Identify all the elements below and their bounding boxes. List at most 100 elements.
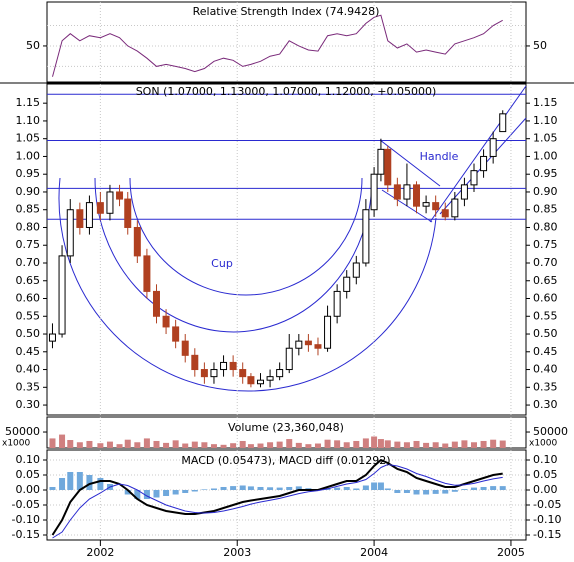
- line: [52, 14, 503, 77]
- macd-diff-bar: [384, 488, 391, 490]
- candle-body: [370, 173, 378, 211]
- volume-bar: [86, 440, 93, 448]
- volume-bar: [343, 442, 350, 448]
- volume-bar: [153, 440, 160, 448]
- volume-bar: [286, 439, 293, 448]
- y-tick-label: 0.90: [16, 185, 41, 198]
- macd-diff-bar: [334, 487, 341, 490]
- macd-diff-bar: [59, 477, 66, 490]
- candle-body: [181, 340, 189, 356]
- volume-bar: [314, 443, 321, 448]
- volume-bar: [201, 442, 208, 448]
- volume-unit: x1000: [529, 439, 558, 449]
- cup-arc: [58, 177, 437, 392]
- volume-bar: [324, 439, 331, 448]
- macd-diff-bar: [442, 489, 449, 494]
- candle-body: [276, 369, 284, 378]
- candle-body: [172, 326, 180, 342]
- marks: [43, 2, 530, 540]
- macd-diff-bar: [490, 486, 497, 490]
- candle-body: [295, 340, 303, 349]
- candle-body: [247, 376, 255, 385]
- macd-diff-bar: [143, 489, 150, 499]
- candle-body: [152, 290, 160, 317]
- y-tick-label: 0.80: [533, 220, 558, 233]
- cup-arc: [129, 177, 363, 296]
- y-tick-label: 0.95: [533, 167, 558, 180]
- volume-bar: [295, 442, 302, 448]
- volume-bar: [124, 439, 131, 448]
- candle-body: [451, 198, 459, 218]
- macd-diff-bar: [124, 489, 131, 495]
- rsi-panel: [46, 1, 527, 83]
- volume-bar: [371, 436, 378, 448]
- volume-bar: [116, 444, 123, 448]
- candle-body: [403, 184, 411, 200]
- candle-body: [220, 361, 228, 371]
- y-tick-label: 0.90: [533, 185, 558, 198]
- y-tick-label: -0.05: [533, 498, 561, 511]
- y-tick-label: -0.15: [12, 528, 40, 541]
- candle-body: [480, 155, 488, 172]
- macd-diff-bar: [230, 486, 237, 490]
- candle-body: [422, 202, 430, 207]
- candle-body: [352, 262, 360, 278]
- candle-body: [384, 148, 392, 186]
- volume-bar: [499, 440, 506, 448]
- macd-diff-bar: [343, 486, 350, 490]
- macd-diff-bar: [76, 471, 83, 490]
- candle-body: [191, 354, 199, 371]
- volume-bar: [480, 440, 487, 448]
- macd-title: MACD (0.05473), MACD diff (0.01292): [181, 454, 390, 467]
- macd-diff-bar: [257, 486, 264, 490]
- y-tick-label: 0.65: [16, 274, 41, 287]
- y-tick-label: 0.35: [16, 380, 41, 393]
- macd-diff-bar: [451, 489, 458, 492]
- macd-diff-bar: [480, 486, 487, 490]
- macd-diff-bar: [49, 486, 56, 490]
- macd-diff-bar: [97, 477, 104, 490]
- candle-body: [85, 202, 93, 228]
- y-tick-label: 50000: [5, 425, 40, 438]
- candle-body: [413, 184, 421, 207]
- macd-diff-bar: [423, 489, 430, 495]
- macd-diff-bar: [67, 471, 74, 490]
- volume-bar: [377, 439, 384, 448]
- macd-panel: [46, 449, 527, 541]
- candle-body: [106, 191, 114, 214]
- volume-bar: [362, 438, 369, 448]
- volume-unit: x1000: [2, 439, 31, 449]
- price-title: SON (1.07000, 1.13000, 1.07000, 1.12000,…: [136, 85, 437, 98]
- y-tick-label: 0.70: [16, 256, 41, 269]
- y-tick-label: 0.60: [533, 292, 558, 305]
- volume-bar: [191, 441, 198, 448]
- y-tick-label: 0.00: [16, 483, 41, 496]
- y-tick-label: 0.80: [16, 220, 41, 233]
- macd-diff-bar: [153, 489, 160, 498]
- candle-body: [285, 347, 293, 371]
- y-tick-label: 0.70: [533, 256, 558, 269]
- y-tick-label: 0.50: [16, 327, 41, 340]
- volume-bar: [403, 442, 410, 448]
- y-tick-label: 0.45: [533, 345, 558, 358]
- macd-diff-bar: [499, 486, 506, 490]
- x-tick-label: 2003: [223, 546, 251, 559]
- candle-body: [377, 148, 385, 175]
- candle-body: [58, 255, 66, 335]
- volume-bar: [134, 442, 141, 448]
- candle-body: [393, 184, 401, 200]
- volume-bar: [143, 438, 150, 448]
- candle-body: [162, 315, 170, 328]
- y-tick-label: 0.50: [533, 327, 558, 340]
- y-tick-label: 0.10: [533, 453, 558, 466]
- y-tick-label: 50: [26, 39, 40, 52]
- volume-bar: [97, 443, 104, 448]
- y-tick-label: 0.55: [16, 309, 41, 322]
- rsi-title: Relative Strength Index (74.9428): [193, 5, 380, 18]
- volume-bar: [267, 442, 274, 448]
- y-tick-label: 1.05: [16, 132, 41, 145]
- volume-bar: [67, 440, 74, 448]
- y-tick-label: 0.10: [16, 453, 41, 466]
- volume-bar: [49, 438, 56, 448]
- candle-body: [210, 369, 218, 378]
